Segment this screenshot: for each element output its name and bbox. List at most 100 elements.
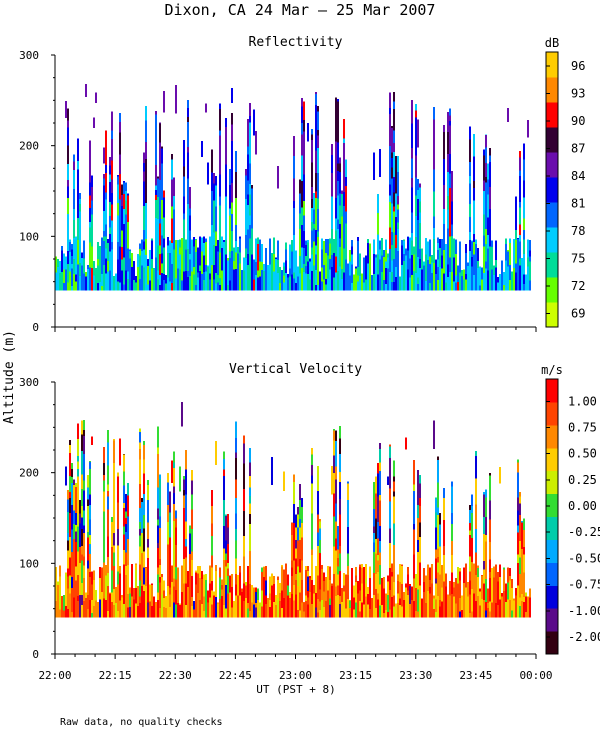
- colorbar-segment: [546, 425, 558, 448]
- data-cell: [407, 237, 409, 251]
- data-cell: [443, 125, 445, 132]
- data-cell: [265, 566, 267, 580]
- data-cell: [165, 275, 167, 284]
- data-cell: [211, 191, 213, 203]
- data-cell: [157, 279, 159, 290]
- data-cell: [173, 462, 175, 468]
- data-cell: [225, 147, 227, 165]
- data-cell: [283, 598, 285, 618]
- data-cell: [293, 179, 295, 201]
- data-cell: [121, 247, 123, 260]
- data-cell: [301, 498, 303, 507]
- data-cell: [405, 249, 407, 256]
- data-cell: [455, 282, 457, 290]
- data-cell: [205, 104, 207, 113]
- data-cell: [159, 583, 161, 608]
- data-cell: [167, 253, 169, 278]
- data-cell: [473, 583, 475, 594]
- data-cell: [519, 151, 521, 158]
- data-cell: [437, 549, 439, 557]
- data-cell: [161, 146, 163, 148]
- data-cell: [225, 196, 227, 215]
- data-cell: [249, 265, 251, 291]
- data-cell: [475, 478, 477, 504]
- data-cell: [273, 584, 275, 602]
- data-cell: [293, 156, 295, 165]
- data-cell: [113, 441, 115, 463]
- data-cell: [471, 612, 473, 618]
- data-cell: [91, 175, 93, 186]
- data-cell: [495, 603, 497, 618]
- data-cell: [259, 276, 261, 290]
- data-cell: [141, 265, 143, 290]
- data-cell: [525, 592, 527, 596]
- data-cell: [329, 598, 331, 605]
- data-cell: [185, 558, 187, 584]
- data-cell: [409, 584, 411, 586]
- data-cell: [163, 598, 165, 607]
- data-cell: [155, 165, 157, 180]
- data-cell: [301, 207, 303, 225]
- data-cell: [161, 584, 163, 595]
- data-cell: [317, 148, 319, 173]
- data-cell: [123, 565, 125, 583]
- data-cell: [315, 566, 317, 576]
- data-cell: [523, 572, 525, 597]
- data-cell: [67, 512, 69, 533]
- data-cell: [447, 159, 449, 172]
- data-cell: [399, 605, 401, 618]
- data-cell: [195, 240, 197, 252]
- data-cell: [143, 230, 145, 242]
- data-cell: [215, 246, 217, 273]
- data-cell: [91, 247, 93, 263]
- data-cell: [219, 228, 221, 252]
- data-cell: [357, 237, 359, 241]
- data-cell: [265, 596, 267, 605]
- data-cell: [293, 585, 295, 600]
- data-cell: [159, 509, 161, 516]
- data-cell: [79, 233, 81, 245]
- data-cell: [329, 238, 331, 243]
- data-cell: [313, 214, 315, 223]
- data-cell: [81, 253, 83, 259]
- data-cell: [159, 559, 161, 565]
- data-cell: [243, 536, 245, 557]
- data-cell: [451, 594, 453, 618]
- data-cell: [461, 270, 463, 276]
- data-cell: [199, 265, 201, 271]
- data-cell: [357, 241, 359, 267]
- data-cell: [413, 480, 415, 485]
- data-cell: [263, 566, 265, 567]
- data-cell: [87, 269, 89, 291]
- data-cell: [299, 273, 301, 290]
- data-cell: [77, 218, 79, 240]
- data-cell: [299, 213, 301, 229]
- data-cell: [169, 253, 171, 272]
- data-cell: [429, 587, 431, 593]
- data-cell: [379, 565, 381, 584]
- data-cell: [423, 262, 425, 266]
- data-cell: [501, 260, 503, 266]
- data-cell: [451, 555, 453, 573]
- data-cell: [231, 202, 233, 214]
- data-cell: [81, 475, 83, 489]
- data-cell: [89, 544, 91, 554]
- data-cell: [145, 157, 147, 177]
- data-cell: [157, 526, 159, 543]
- data-cell: [145, 203, 147, 222]
- data-cell: [429, 568, 431, 581]
- data-cell: [355, 582, 357, 602]
- data-cell: [67, 551, 69, 569]
- data-cell: [429, 580, 431, 587]
- data-cell: [215, 273, 217, 284]
- data-cell: [283, 262, 285, 266]
- data-cell: [325, 285, 327, 291]
- data-cell: [111, 587, 113, 592]
- data-cell: [491, 568, 493, 583]
- data-cell: [341, 216, 343, 236]
- data-cell: [75, 500, 77, 513]
- data-cell: [485, 610, 487, 617]
- data-cell: [225, 215, 227, 239]
- data-cell: [87, 537, 89, 560]
- data-cell: [445, 587, 447, 604]
